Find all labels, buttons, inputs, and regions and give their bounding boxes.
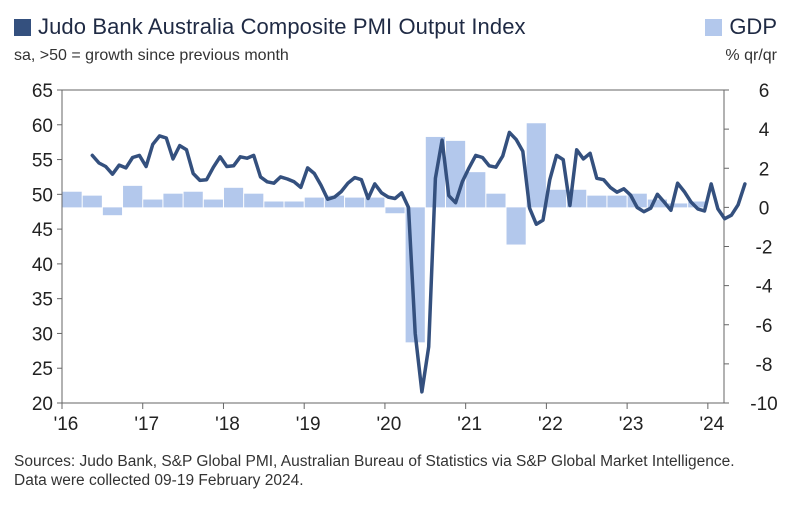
gdp-bar — [324, 195, 345, 208]
footnote-collected: Data were collected 09-19 February 2024. — [14, 472, 304, 489]
gdp-bar — [365, 197, 385, 208]
right-axis-tick-label: 0 — [759, 198, 770, 219]
gdp-bar — [62, 191, 82, 208]
gdp-bar — [607, 195, 627, 208]
gdp-bar — [345, 197, 365, 208]
x-axis-tick-label: '18 — [215, 414, 240, 435]
gdp-bar — [587, 195, 607, 208]
right-axis-tick-label: -8 — [756, 355, 773, 376]
gdp-bar — [143, 199, 163, 208]
gdp-bar — [163, 193, 183, 208]
pmi-line — [90, 130, 747, 394]
chart-subtitle: sa, >50 = growth since previous month — [14, 47, 289, 64]
right-axis-tick-label: -10 — [750, 394, 777, 415]
gdp-bar — [466, 172, 486, 208]
gdp-bar — [183, 191, 203, 208]
gdp-bar — [244, 193, 264, 208]
gdp-legend: GDP — [705, 14, 777, 40]
gdp-legend-label: GDP — [729, 14, 777, 39]
left-axis-tick-label: 45 — [32, 220, 53, 241]
gdp-bar — [304, 197, 324, 208]
left-axis-tick-label: 25 — [32, 359, 53, 380]
x-axis-tick-label: '19 — [296, 414, 321, 435]
left-axis-tick-label: 65 — [32, 81, 53, 102]
left-axis-tick-label: 40 — [32, 255, 53, 276]
right-axis-tick-label: 6 — [759, 81, 770, 102]
gdp-bar — [82, 195, 102, 208]
x-axis-tick-label: '17 — [134, 414, 159, 435]
gdp-bar — [203, 199, 223, 208]
x-axis-tick-label: '20 — [377, 414, 402, 435]
right-axis-tick-label: -6 — [756, 316, 773, 337]
x-axis-tick-label: '24 — [699, 414, 724, 435]
gdp-bar — [264, 201, 284, 208]
gdp-bar — [546, 189, 567, 208]
x-axis-tick-label: '21 — [457, 414, 482, 435]
gdp-bar — [486, 193, 506, 208]
left-axis-tick-label: 55 — [32, 151, 53, 172]
gdp-legend-swatch — [705, 18, 723, 36]
gdp-bar — [688, 201, 708, 208]
right-axis-tick-label: 2 — [759, 159, 770, 180]
footnote-sources: Sources: Judo Bank, S&P Global PMI, Aust… — [14, 453, 735, 470]
gdp-bar — [385, 207, 405, 214]
line-legend-swatch — [14, 18, 31, 36]
gdp-bar — [284, 201, 304, 208]
gdp-bar — [506, 207, 526, 245]
x-axis-tick-label: '22 — [538, 414, 563, 435]
gdp-bar — [667, 203, 688, 208]
right-axis-tick-label: 4 — [759, 120, 770, 141]
x-axis-tick-label: '16 — [54, 414, 79, 435]
right-axis-tick-label: -4 — [756, 277, 773, 298]
gdp-bar — [526, 123, 546, 208]
left-axis-tick-label: 50 — [32, 185, 53, 206]
x-axis-tick-label: '23 — [619, 414, 644, 435]
left-axis-tick-label: 60 — [32, 116, 53, 137]
gdp-bar — [102, 207, 123, 216]
footnote: Sources: Judo Bank, S&P Global PMI, Aust… — [14, 452, 754, 490]
gdp-bar — [223, 187, 244, 208]
gdp-bar — [647, 199, 667, 208]
left-axis-tick-label: 35 — [32, 290, 53, 311]
right-axis-tick-label: -2 — [756, 238, 773, 259]
chart-title-legend: Judo Bank Australia Composite PMI Output… — [14, 14, 526, 40]
right-axis-unit: % qr/qr — [725, 47, 777, 64]
left-axis-tick-label: 20 — [32, 394, 53, 415]
gdp-bar — [123, 185, 143, 208]
chart-title: Judo Bank Australia Composite PMI Output… — [38, 14, 526, 39]
left-axis-tick-label: 30 — [32, 324, 53, 345]
